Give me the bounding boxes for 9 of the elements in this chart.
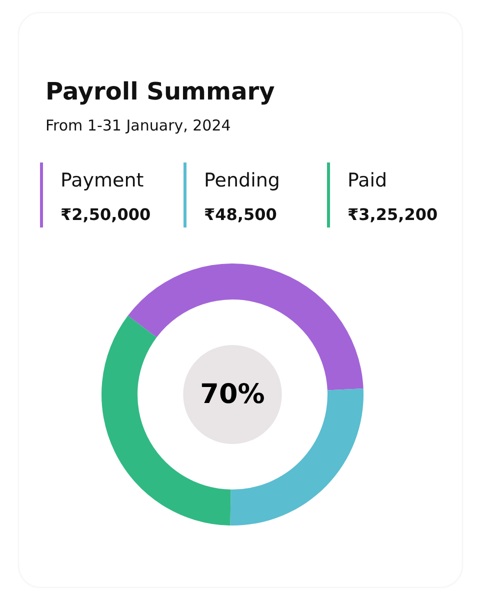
text: ₹3,25,200 xyxy=(348,205,438,224)
text: 70% xyxy=(200,379,265,410)
text: ₹2,50,000 xyxy=(60,205,151,224)
legend-label: Payment xyxy=(60,170,144,192)
text: ₹48,500 xyxy=(204,205,277,224)
chart-title: Payroll Summary xyxy=(46,78,276,106)
chart-subtitle: From 1-31 January, 2024 xyxy=(46,116,231,134)
legend-label: Paid xyxy=(348,170,388,192)
legend-label: Pending xyxy=(204,170,280,192)
